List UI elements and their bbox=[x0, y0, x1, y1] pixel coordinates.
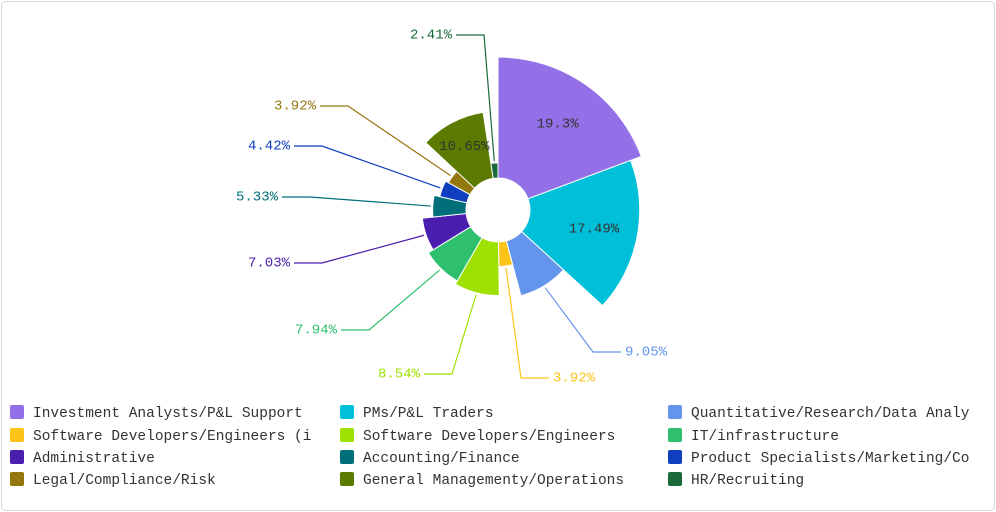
data-label: 5.33% bbox=[236, 190, 279, 206]
legend-label: Software Developers/Engineers (i bbox=[33, 429, 311, 445]
data-label: 17.49% bbox=[569, 221, 620, 237]
legend-swatch bbox=[340, 472, 354, 486]
legend-label: Administrative bbox=[33, 451, 155, 467]
legend-label: IT/infrastructure bbox=[691, 429, 839, 445]
data-label: 19.3% bbox=[537, 117, 580, 133]
data-label: 3.92% bbox=[553, 371, 596, 387]
legend-label: Software Developers/Engineers bbox=[363, 429, 615, 445]
rose-sector bbox=[454, 237, 500, 297]
rose-sector bbox=[425, 111, 494, 189]
leader-line bbox=[544, 287, 621, 353]
legend-label: Investment Analysts/P&L Support bbox=[33, 406, 303, 422]
rose-sector bbox=[497, 56, 642, 200]
legend-swatch bbox=[10, 472, 24, 486]
leader-line bbox=[320, 105, 451, 177]
leader-line bbox=[294, 145, 441, 189]
rose-sector bbox=[490, 162, 499, 179]
leader-line bbox=[282, 196, 431, 207]
data-label: 4.42% bbox=[248, 139, 291, 155]
legend-swatch bbox=[340, 405, 354, 419]
legend-swatch bbox=[10, 428, 24, 442]
data-label: 8.54% bbox=[378, 367, 421, 383]
data-label: 3.92% bbox=[274, 99, 317, 115]
legend-swatch bbox=[668, 428, 682, 442]
leader-line bbox=[505, 267, 549, 379]
legend-label: PMs/P&L Traders bbox=[363, 406, 494, 422]
data-label: 2.41% bbox=[410, 28, 453, 44]
data-label: 7.03% bbox=[248, 256, 291, 272]
legend-label: Legal/Compliance/Risk bbox=[33, 473, 216, 489]
legend-swatch bbox=[668, 405, 682, 419]
data-label: 9.05% bbox=[625, 345, 668, 361]
rose-sector bbox=[505, 230, 565, 297]
legend-label: HR/Recruiting bbox=[691, 473, 804, 489]
legend-label: Product Specialists/Marketing/Co bbox=[691, 451, 969, 467]
leader-line bbox=[456, 34, 495, 162]
leader-line bbox=[294, 234, 425, 264]
legend-swatch bbox=[668, 472, 682, 486]
legend-label: Quantitative/Research/Data Analy bbox=[691, 406, 970, 422]
legend-label: Accounting/Finance bbox=[363, 451, 520, 467]
legend-swatch bbox=[340, 428, 354, 442]
data-label: 10.65% bbox=[439, 139, 490, 155]
legend-swatch bbox=[340, 450, 354, 464]
legend-swatch bbox=[10, 405, 24, 419]
legend-swatch bbox=[668, 450, 682, 464]
legend-label: General Managementy/Operations bbox=[363, 473, 624, 489]
rose-sector bbox=[520, 159, 641, 307]
legend-swatch bbox=[10, 450, 24, 464]
leader-line bbox=[341, 269, 441, 331]
leader-line bbox=[424, 294, 477, 375]
data-label: 7.94% bbox=[295, 323, 338, 339]
rose-sector bbox=[427, 226, 483, 282]
